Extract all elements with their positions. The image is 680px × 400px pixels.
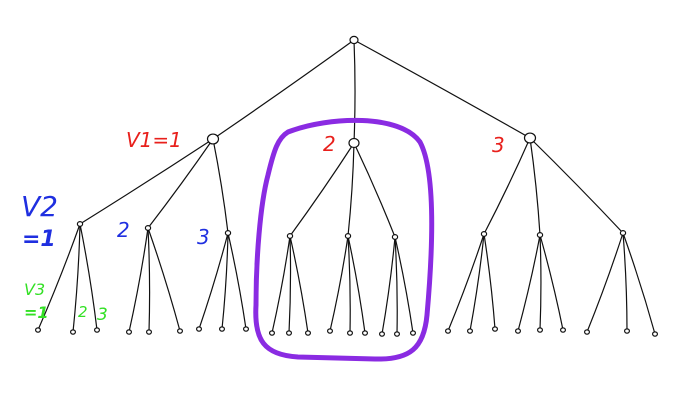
- tree-node-leaf-22: [536, 327, 543, 333]
- edge-l2-to-l3-7: [221, 232, 229, 330]
- tree-node-l2-8: [619, 230, 627, 236]
- tree-node-leaf-7: [219, 326, 226, 332]
- edge-l1-to-l2-0: [79, 138, 214, 225]
- edge-l2-to-l3-13: [347, 235, 351, 334]
- tree-node-leaf-25: [623, 328, 630, 334]
- edge-l2-to-l3-23: [539, 234, 564, 331]
- tree-node-leaf-19: [467, 328, 474, 334]
- edge-root-to-l1-0: [212, 39, 355, 140]
- label-v1-eq-1: V1=1: [126, 128, 182, 152]
- label-v2-eq-1: =1: [22, 227, 56, 252]
- tree-node-leaf-10: [286, 330, 293, 336]
- tree-node-l2-1: [144, 225, 152, 231]
- tree-node-root: [349, 35, 359, 45]
- tree-node-leaf-4: [146, 329, 153, 335]
- edge-root-to-l1-2: [353, 39, 531, 139]
- tree-node-leaf-24: [583, 329, 590, 335]
- tree-node-leaf-18: [445, 328, 452, 334]
- tree-node-l2-3: [286, 233, 294, 239]
- tree-node-leaf-16: [394, 331, 401, 337]
- edge-l2-to-l3-24: [586, 232, 624, 333]
- tree-node-l2-6: [480, 231, 488, 237]
- edge-l2-to-l3-4: [147, 227, 151, 333]
- label-v3-title: V3: [24, 280, 45, 299]
- edge-l2-to-l3-5: [147, 227, 181, 332]
- tree-node-leaf-9: [269, 330, 276, 336]
- edge-l1-to-l2-2: [212, 138, 229, 234]
- tree-node-leaf-13: [347, 330, 354, 336]
- edge-l1-to-l2-3: [289, 142, 355, 237]
- tree-node-leaf-8: [243, 326, 250, 332]
- tree-node-leaf-11: [305, 330, 312, 336]
- tree-node-leaf-17: [410, 330, 417, 336]
- edge-l2-to-l3-16: [394, 236, 398, 335]
- label-v1-3: 3: [492, 133, 505, 157]
- tree-node-leaf-20: [492, 326, 499, 332]
- edge-l2-to-l3-25: [622, 232, 628, 332]
- tree-edges: [37, 39, 656, 335]
- edge-l2-to-l3-11: [289, 235, 309, 334]
- edge-l2-to-l3-15: [381, 236, 396, 335]
- tree-node-l2-4: [344, 233, 352, 239]
- tree-node-l2-7: [536, 232, 544, 238]
- tree-node-l1-1: [348, 137, 360, 149]
- tree-node-leaf-14: [362, 330, 369, 336]
- edge-l2-to-l3-26: [622, 232, 656, 335]
- tree-node-l1-2: [523, 132, 537, 144]
- tree-node-leaf-3: [125, 329, 132, 335]
- edge-root-to-l1-1: [353, 39, 356, 144]
- edge-l2-to-l3-0: [37, 223, 81, 331]
- edge-l2-to-l3-10: [288, 235, 292, 334]
- tree-node-l1-0: [206, 133, 220, 145]
- tree-node-leaf-2: [93, 327, 100, 333]
- label-v2-2: 2: [117, 218, 130, 242]
- tree-nodes: [34, 35, 658, 337]
- edge-l2-to-l3-18: [447, 233, 485, 332]
- edge-l2-to-l3-8: [227, 232, 247, 330]
- edge-l2-to-l3-20: [483, 233, 496, 330]
- edge-l2-to-l3-6: [198, 232, 229, 330]
- tree-node-leaf-21: [514, 328, 521, 334]
- edge-l1-to-l2-8: [529, 137, 624, 234]
- edge-l1-to-l2-1: [147, 138, 214, 229]
- tree-node-leaf-0: [34, 327, 41, 333]
- label-v3-2: 2: [78, 303, 88, 321]
- edge-l2-to-l3-14: [347, 235, 366, 334]
- label-v1-2: 2: [323, 132, 336, 156]
- label-v3-3: 3: [97, 305, 108, 325]
- edge-l2-to-l3-3: [128, 227, 149, 333]
- edge-l2-to-l3-2: [79, 223, 98, 331]
- edge-l2-to-l3-12: [329, 235, 349, 332]
- label-v3-eq-1: =1: [24, 303, 49, 322]
- tree-node-leaf-12: [327, 328, 334, 334]
- tree-node-leaf-1: [69, 329, 76, 335]
- tree-node-leaf-5: [177, 328, 184, 334]
- edge-l1-to-l2-4: [347, 142, 355, 237]
- tree-node-l2-5: [391, 234, 399, 240]
- edge-l1-to-l2-7: [529, 137, 541, 236]
- edge-l2-to-l3-19: [469, 233, 485, 332]
- edge-l1-to-l2-5: [353, 142, 396, 238]
- edge-l2-to-l3-1: [72, 223, 81, 333]
- label-v2-title: V2: [21, 190, 58, 223]
- edge-l2-to-l3-17: [394, 236, 414, 334]
- tree-node-l2-2: [224, 230, 232, 236]
- edge-l1-to-l2-6: [483, 137, 531, 235]
- tree-node-leaf-26: [651, 331, 658, 337]
- tree-node-leaf-15: [379, 331, 386, 337]
- highlight-loop-v1-2: [253, 117, 435, 362]
- tree-node-l2-0: [76, 221, 84, 227]
- edge-l2-to-l3-22: [539, 234, 542, 331]
- edge-l2-to-l3-9: [271, 235, 291, 334]
- edge-l2-to-l3-21: [517, 234, 541, 332]
- tree-node-leaf-6: [196, 326, 203, 332]
- label-v2-3: 3: [197, 225, 210, 249]
- tree-node-leaf-23: [559, 327, 566, 333]
